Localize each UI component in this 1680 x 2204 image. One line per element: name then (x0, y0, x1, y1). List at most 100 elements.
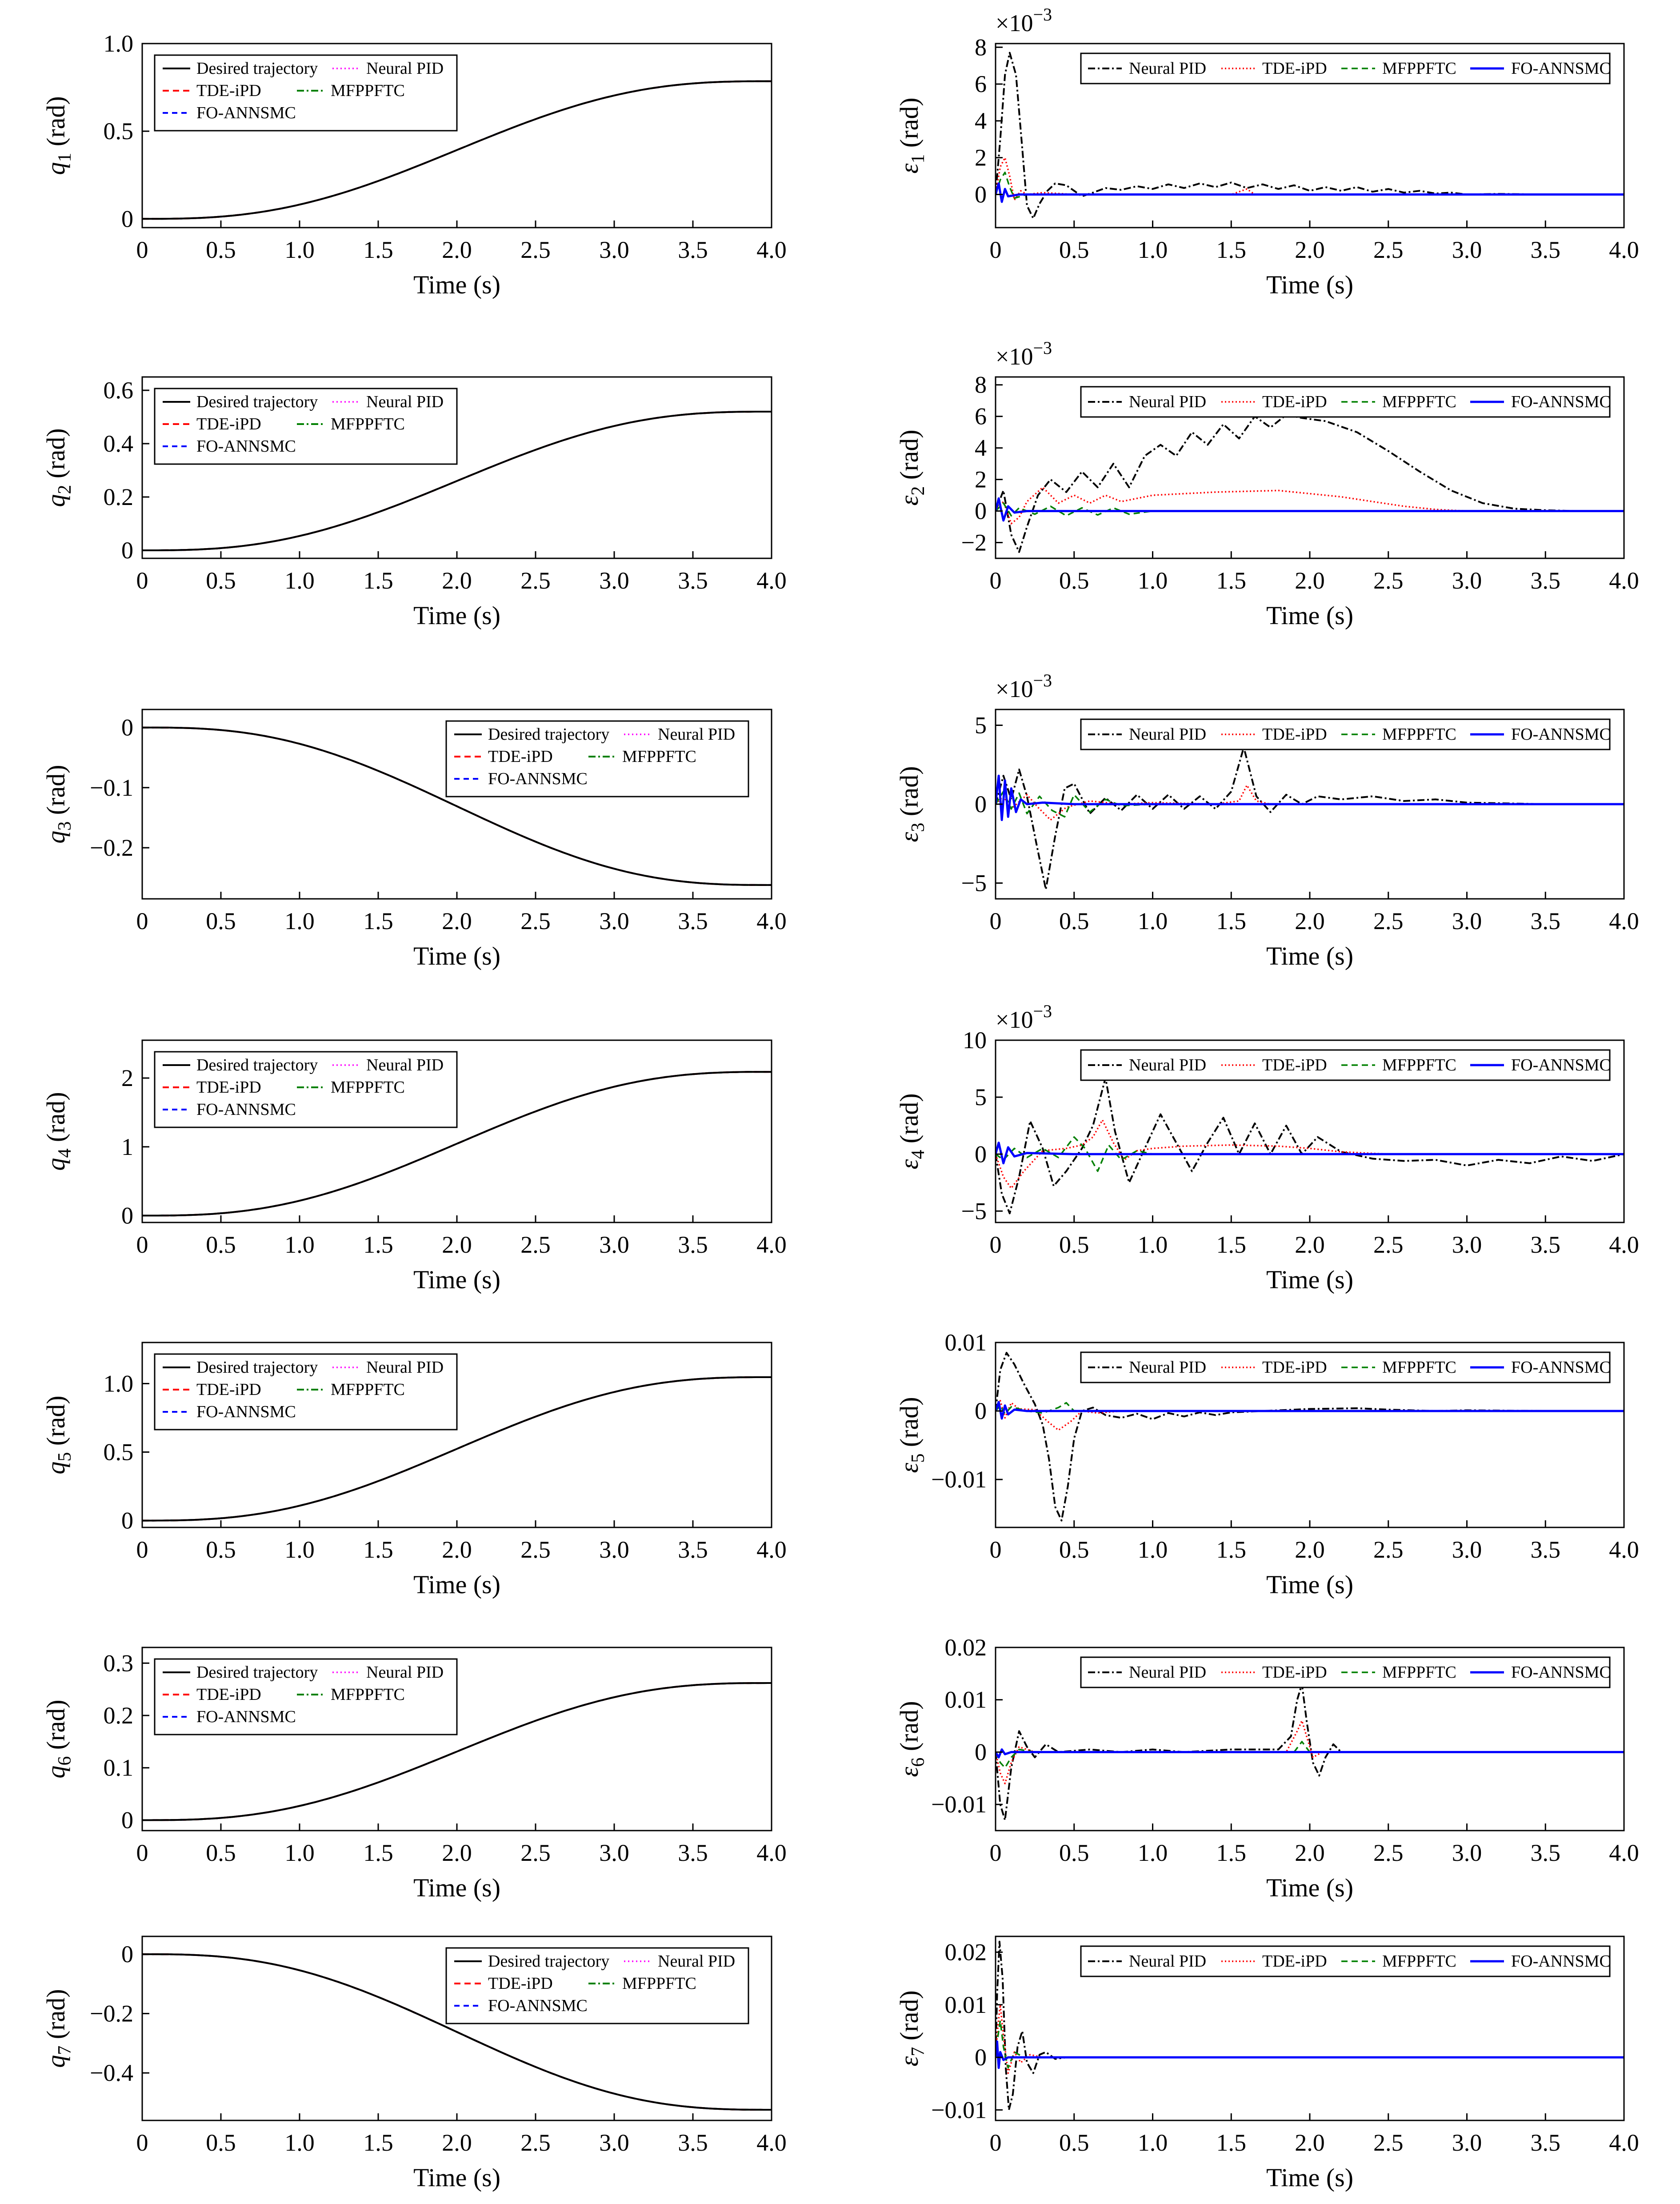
x-tick-label: 3.0 (1452, 236, 1482, 263)
x-tick-label: 3.5 (1531, 1231, 1561, 1258)
y-label-unit: (rad) (41, 1989, 70, 2045)
legend-label: Neural PID (1129, 393, 1206, 411)
x-tick-label: 1.0 (1138, 236, 1168, 263)
line-desired-trajectory (142, 1071, 772, 1217)
x-tick-label: 3.5 (1531, 1536, 1561, 1563)
legend-label: TDE-iPD (1262, 1952, 1327, 1971)
legend-label: TDE-iPD (196, 1380, 261, 1399)
y-tick-label: 0.02 (945, 1634, 987, 1661)
y-label-subscript: 5 (908, 1454, 928, 1463)
line-fo-annsmc (996, 2040, 1624, 2069)
y-label-subscript: 2 (55, 485, 75, 494)
x-tick-label: 1.5 (1216, 1839, 1247, 1866)
y-label-subscript: 4 (55, 1149, 75, 1158)
line-tde-ipd (996, 1720, 1624, 1784)
x-tick-label: 0 (990, 1536, 1002, 1563)
x-tick-label: 3.0 (1452, 1536, 1482, 1563)
y-label-symbol: q (41, 1462, 70, 1475)
multiplier-base: ×10 (996, 10, 1033, 36)
y-tick-label: 0 (975, 181, 987, 208)
legend-label: Desired trajectory (196, 393, 318, 411)
x-tick-label: 0 (136, 908, 148, 934)
x-tick-label: 2.5 (1373, 567, 1404, 594)
y-tick-label: −2 (961, 529, 987, 556)
x-tick-label: 3.5 (678, 236, 708, 263)
y-label-subscript: 6 (55, 1756, 75, 1766)
legend-label: Neural PID (366, 59, 444, 78)
legend-label: Desired trajectory (488, 725, 609, 744)
x-tick-label: 0 (136, 1536, 148, 1563)
x-tick-label: 2.5 (520, 236, 551, 263)
y-axis-label: ε1 (rad) (895, 97, 928, 173)
x-axis-label: Time (s) (1266, 2163, 1353, 2192)
x-tick-label: 2.5 (1373, 908, 1404, 934)
legend: Desired trajectory Neural PID TDE-iPD MFPPF… (445, 720, 749, 797)
legend-label: TDE-iPD (488, 1974, 553, 1993)
x-tick-label: 2.0 (1295, 1231, 1325, 1258)
legend-label: FO-ANNSMC (196, 1707, 296, 1726)
x-tick-label: 1.0 (284, 2129, 315, 2156)
x-tick-label: 1.5 (1216, 1231, 1247, 1258)
x-tick-label: 0 (136, 1839, 148, 1866)
legend-label: Desired trajectory (196, 59, 318, 78)
y-tick-label: −0.2 (90, 834, 133, 861)
x-tick-label: 4.0 (756, 1231, 787, 1258)
y-tick-label: 0 (121, 714, 133, 741)
x-tick-label: 1.0 (1138, 2129, 1168, 2156)
y-tick-label: 1 (121, 1134, 133, 1160)
legend-label: MFPPFTC (1382, 393, 1456, 411)
y-label-symbol: q (41, 494, 70, 507)
x-tick-label: 2.0 (442, 2129, 472, 2156)
y-axis-label: q7 (rad) (41, 1989, 75, 2068)
legend-label: Neural PID (366, 393, 444, 411)
line-fo-annsmc (996, 497, 1624, 522)
legend: Desired trajectory Neural PID TDE-iPD MFPPF… (154, 54, 458, 132)
y-label-unit: (rad) (41, 428, 70, 485)
legend-label: FO-ANNSMC (1511, 1056, 1611, 1074)
y-tick-label: 0.02 (945, 1939, 987, 1965)
x-tick-label: 1.5 (1216, 908, 1247, 934)
legend: Neural PID TDE-iPD MFPPFTC FO-ANNSMC (1080, 52, 1611, 84)
y-label-subscript: 7 (55, 2046, 75, 2055)
y-tick-label: 1.0 (104, 30, 134, 57)
x-tick-label: 1.0 (1138, 908, 1168, 934)
legend-label: MFPPFTC (1382, 59, 1456, 78)
x-tick-label: 0 (990, 567, 1002, 594)
legend-label: Neural PID (658, 725, 735, 744)
legend-label: FO-ANNSMC (1511, 1952, 1611, 1971)
line-mfppftc (996, 502, 1624, 517)
x-tick-label: 1.0 (284, 1231, 315, 1258)
x-axis-label: Time (s) (1266, 601, 1353, 630)
y-axis-label: q5 (rad) (41, 1395, 75, 1474)
x-tick-label: 2.5 (1373, 2129, 1404, 2156)
legend-box (445, 1947, 749, 2024)
plot-lines (142, 1071, 772, 1217)
x-tick-label: 0 (136, 1231, 148, 1258)
legend-box (445, 720, 749, 797)
x-tick-label: 1.0 (1138, 1536, 1168, 1563)
x-tick-label: 2.5 (1373, 236, 1404, 263)
x-tick-label: 4.0 (1609, 908, 1639, 934)
y-label-unit: (rad) (895, 1093, 924, 1150)
y-label-symbol: q (41, 2055, 70, 2068)
x-tick-label: 3.0 (599, 1839, 629, 1866)
x-tick-label: 1.5 (363, 2129, 393, 2156)
y-tick-label: 0 (975, 1141, 987, 1167)
x-axis-label: Time (s) (1266, 270, 1353, 299)
legend-label: FO-ANNSMC (1511, 1663, 1611, 1682)
x-tick-label: 0.5 (206, 567, 236, 594)
y-tick-label: 0 (121, 1202, 133, 1229)
y-label-subscript: 4 (908, 1150, 928, 1159)
line-neural-pid (996, 746, 1624, 890)
x-tick-label: 4.0 (756, 908, 787, 934)
y-tick-label: −0.01 (931, 1466, 987, 1493)
x-tick-label: 0.5 (1059, 236, 1089, 263)
y-tick-label: 6 (975, 403, 987, 430)
x-tick-label: 1.5 (1216, 2129, 1247, 2156)
x-tick-label: 2.0 (442, 1536, 472, 1563)
legend-label: TDE-iPD (1262, 1663, 1327, 1682)
x-tick-label: 0 (990, 1839, 1002, 1866)
x-tick-label: 0 (136, 2129, 148, 2156)
chart-q2: 0 0.5 1.0 1.5 2.0 2.5 3.0 3.5 4.0 Time (s) 0 0.2 0.4… (41, 376, 787, 630)
